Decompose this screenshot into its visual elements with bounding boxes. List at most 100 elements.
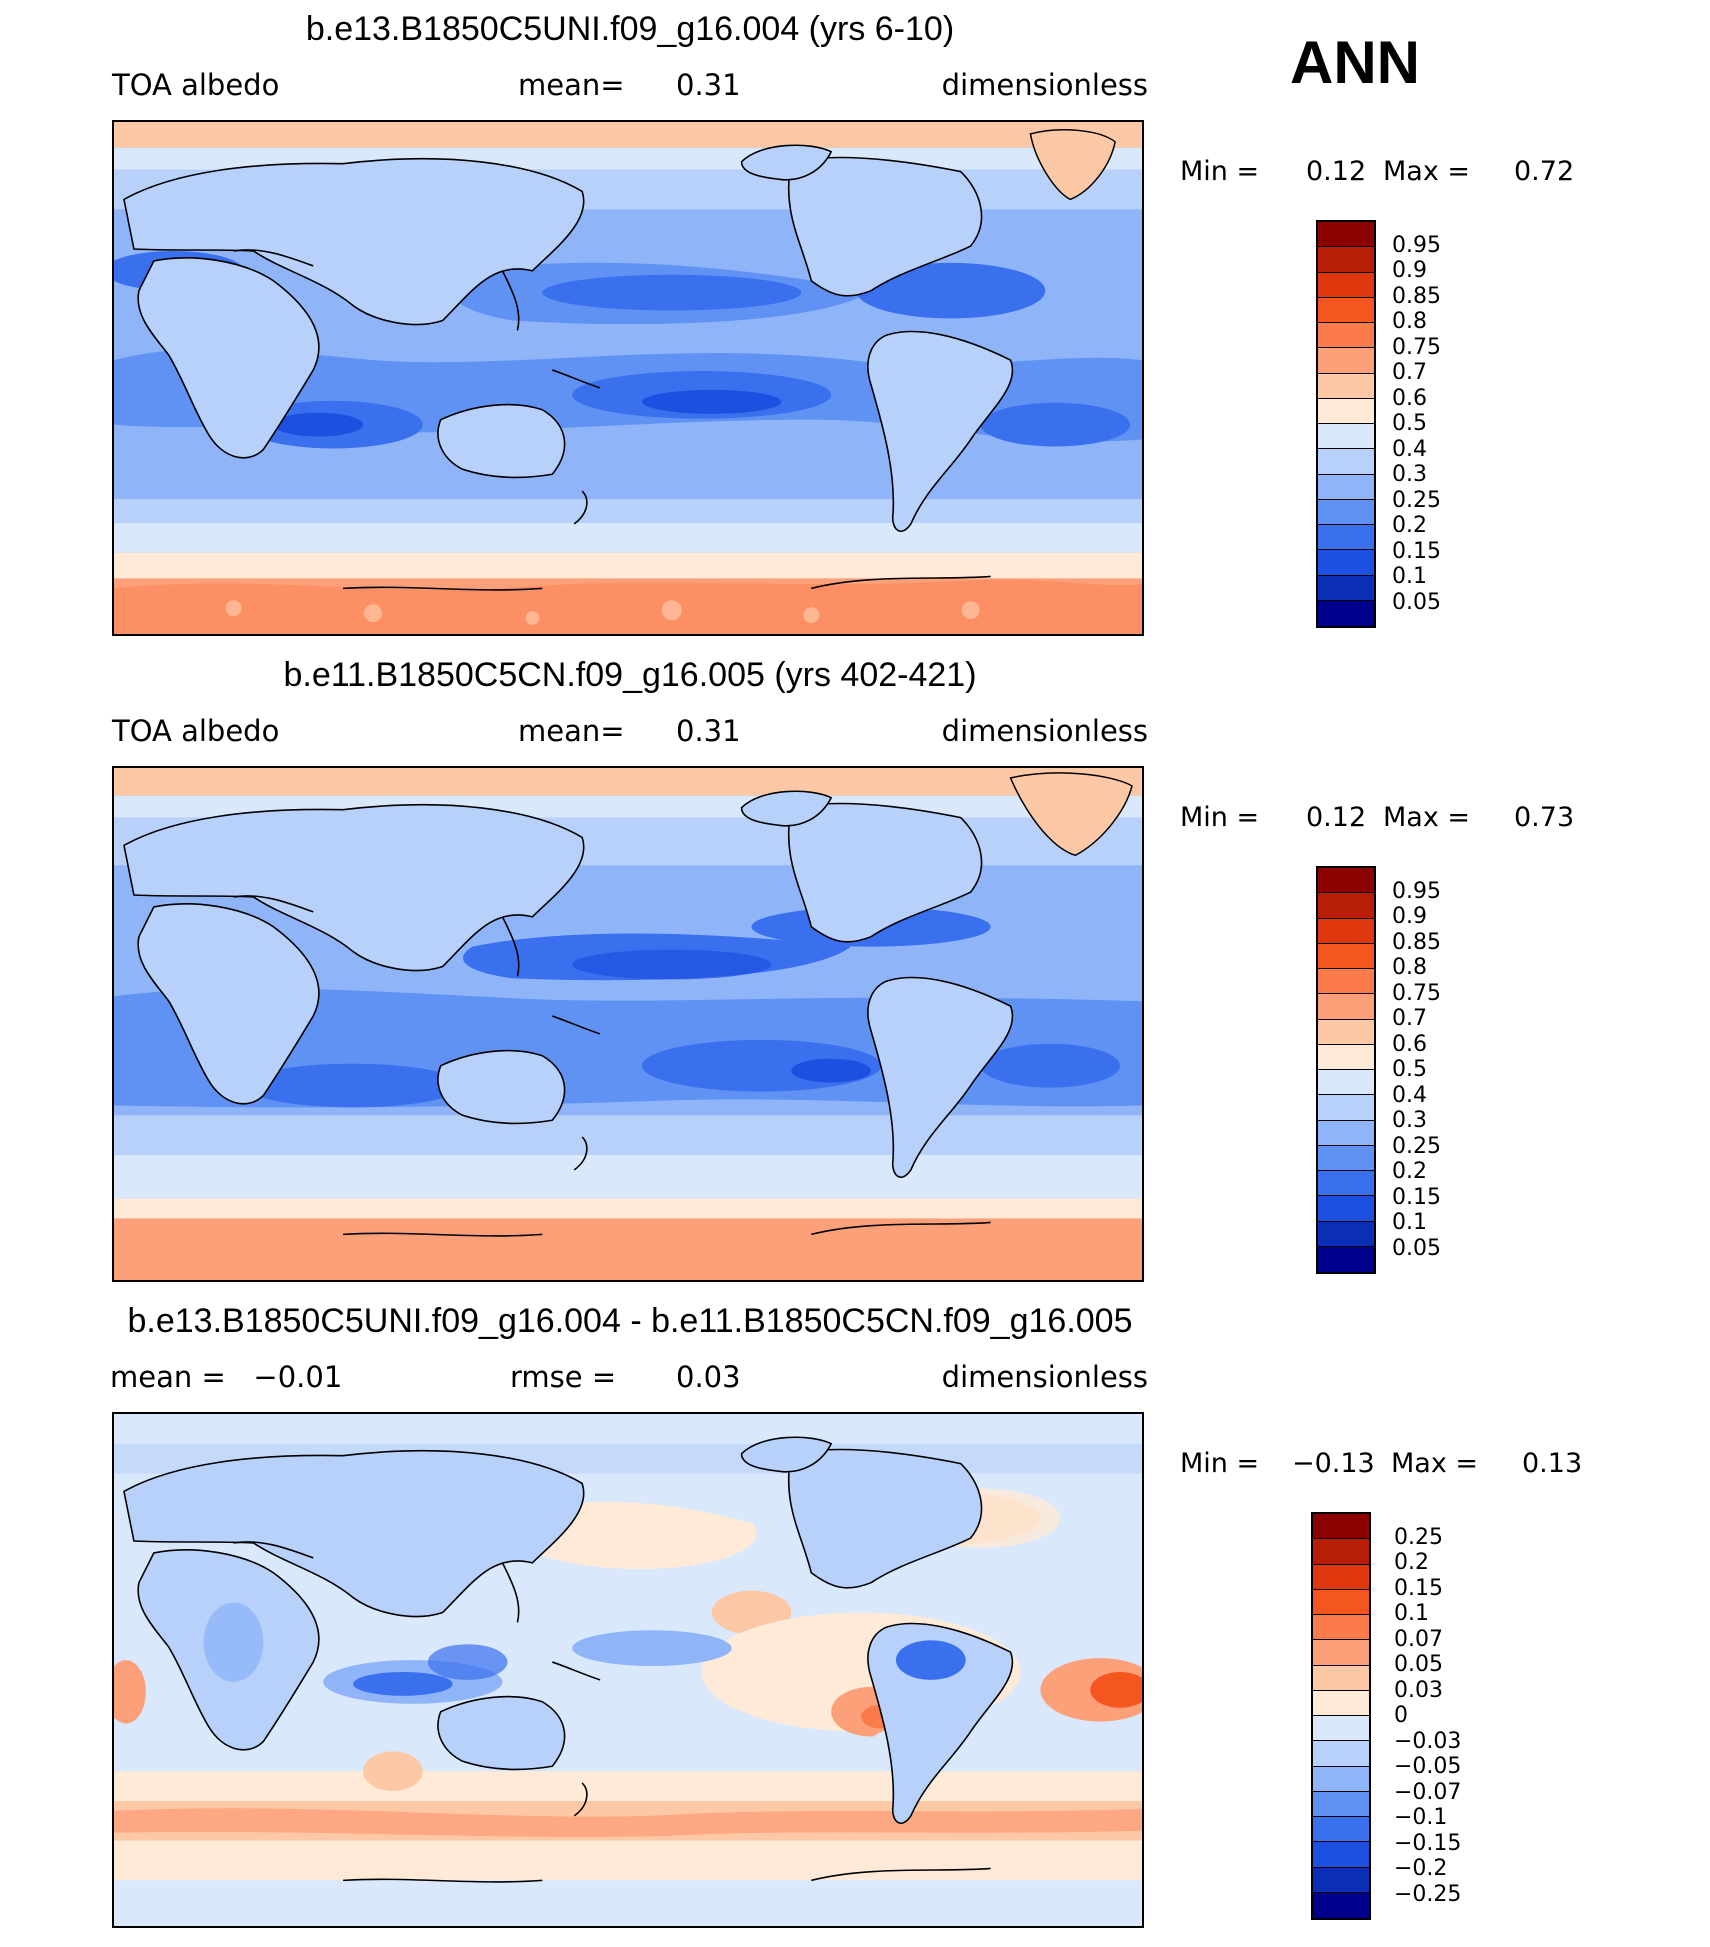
panel-3-map-graphic bbox=[114, 1414, 1142, 1926]
colorbar-swatch bbox=[1318, 1044, 1374, 1070]
colorbar-tick-label: 0.95 bbox=[1392, 878, 1441, 904]
colorbar-tick-label: 0.2 bbox=[1394, 1550, 1429, 1575]
panel-1-min-label: Min = bbox=[1180, 156, 1260, 187]
colorbar-tick-label: 0.03 bbox=[1394, 1677, 1443, 1703]
colorbar-swatch bbox=[1313, 1539, 1369, 1565]
panel-3-rmse-key: rmse = bbox=[510, 1360, 617, 1394]
colorbar-swatch bbox=[1313, 1791, 1369, 1817]
colorbar-tick-label: 0.15 bbox=[1392, 538, 1441, 564]
colorbar-tick-label: 0.9 bbox=[1392, 258, 1427, 283]
colorbar-tick-label: −0.07 bbox=[1394, 1779, 1462, 1805]
panel-1-variable-label: TOA albedo bbox=[112, 68, 280, 102]
colorbar-tick-label: −0.15 bbox=[1394, 1830, 1462, 1856]
colorbar-swatch bbox=[1318, 449, 1374, 475]
panel-3-max-value: 0.13 bbox=[1522, 1448, 1583, 1479]
colorbar-tick-label: 0.6 bbox=[1392, 1031, 1427, 1057]
colorbar-swatch bbox=[1318, 969, 1374, 995]
colorbar-tick-label: 0.1 bbox=[1394, 1601, 1429, 1626]
panel-1-mean-value: 0.31 bbox=[676, 68, 741, 102]
colorbar-tick-label: −0.25 bbox=[1394, 1881, 1462, 1907]
panel-3-title: b.e13.B1850C5UNI.f09_g16.004 - b.e11.B18… bbox=[127, 1302, 1133, 1340]
colorbar-swatch bbox=[1313, 1867, 1369, 1893]
colorbar-tick-label: 0.4 bbox=[1392, 436, 1427, 462]
colorbar-tick-label: 0.75 bbox=[1392, 980, 1441, 1006]
colorbar-swatch bbox=[1318, 575, 1374, 601]
panel-2-map bbox=[112, 766, 1144, 1282]
colorbar-swatch bbox=[1313, 1842, 1369, 1868]
colorbar-tick-label: 0.2 bbox=[1392, 1159, 1427, 1184]
colorbar-swatch bbox=[1318, 1019, 1374, 1045]
colorbar-swatch bbox=[1318, 272, 1374, 298]
colorbar-tick-label: 0.8 bbox=[1392, 309, 1427, 334]
panel-1-min-value: 0.12 bbox=[1306, 156, 1367, 187]
panel-3-min-label: Min = bbox=[1180, 1448, 1260, 1479]
colorbar-swatch bbox=[1318, 247, 1374, 273]
panel-3-rmse-value: 0.03 bbox=[676, 1360, 741, 1394]
colorbar-tick-label: −0.1 bbox=[1394, 1805, 1448, 1830]
colorbar-swatch bbox=[1318, 1120, 1374, 1146]
colorbar-tick-label: 0.25 bbox=[1394, 1524, 1443, 1550]
colorbar-swatch bbox=[1318, 893, 1374, 919]
colorbar-swatch bbox=[1318, 424, 1374, 450]
colorbar-tick-label: −0.2 bbox=[1394, 1856, 1448, 1881]
colorbar-swatch bbox=[1318, 994, 1374, 1020]
panel-1-max-value: 0.72 bbox=[1514, 156, 1575, 187]
colorbar-swatch bbox=[1318, 222, 1374, 248]
colorbar-swatch bbox=[1313, 1690, 1369, 1716]
colorbar-swatch bbox=[1313, 1741, 1369, 1767]
colorbar-tick-label: 0.95 bbox=[1392, 232, 1441, 258]
colorbar-swatch bbox=[1318, 525, 1374, 551]
panel-1-mean-key: mean= bbox=[518, 68, 625, 102]
panel-1-map bbox=[112, 120, 1144, 636]
panel-2-max-value: 0.73 bbox=[1514, 802, 1575, 833]
colorbar-tick-label: 0.3 bbox=[1392, 462, 1427, 487]
colorbar-swatch bbox=[1313, 1766, 1369, 1792]
colorbar-swatch bbox=[1313, 1589, 1369, 1615]
season-label: ANN bbox=[1290, 29, 1420, 96]
colorbar-tick-label: 0.85 bbox=[1392, 283, 1441, 309]
colorbar-tick-label: 0.15 bbox=[1394, 1575, 1443, 1601]
panel-2-min-value: 0.12 bbox=[1306, 802, 1367, 833]
colorbar-tick-label: 0.85 bbox=[1392, 929, 1441, 955]
colorbar-swatch bbox=[1318, 499, 1374, 525]
colorbar-swatch bbox=[1318, 348, 1374, 374]
panel-1-max-label: Max = bbox=[1383, 156, 1471, 187]
panel-2-map-graphic bbox=[114, 768, 1142, 1280]
colorbar-swatch bbox=[1318, 918, 1374, 944]
panel-3-colorbar bbox=[1311, 1512, 1371, 1920]
panel-3-units: dimensionless bbox=[941, 1360, 1148, 1394]
colorbar-swatch bbox=[1318, 474, 1374, 500]
panel-2-max-label: Max = bbox=[1383, 802, 1471, 833]
colorbar-swatch bbox=[1318, 373, 1374, 399]
colorbar-tick-label: 0.7 bbox=[1392, 1006, 1427, 1031]
colorbar-tick-label: 0.05 bbox=[1394, 1652, 1443, 1677]
colorbar-tick-label: 0.7 bbox=[1392, 360, 1427, 385]
colorbar-swatch bbox=[1318, 1221, 1374, 1247]
colorbar-tick-label: 0.25 bbox=[1392, 1133, 1441, 1159]
panel-3-min-value: −0.13 bbox=[1292, 1448, 1375, 1479]
panel-1-units: dimensionless bbox=[941, 68, 1148, 102]
panel-3-mean-label: mean = −0.01 bbox=[110, 1360, 343, 1394]
colorbar-tick-label: 0.5 bbox=[1392, 1057, 1427, 1082]
colorbar-tick-label: 0.4 bbox=[1392, 1082, 1427, 1108]
panel-2-mean-key: mean= bbox=[518, 714, 625, 748]
colorbar-swatch bbox=[1318, 1145, 1374, 1171]
colorbar-swatch bbox=[1318, 600, 1374, 626]
colorbar-tick-label: 0.8 bbox=[1392, 955, 1427, 980]
panel-2-title: b.e11.B1850C5CN.f09_g16.005 (yrs 402-421… bbox=[283, 656, 977, 694]
panel-1-title: b.e13.B1850C5UNI.f09_g16.004 (yrs 6-10) bbox=[305, 10, 955, 48]
colorbar-tick-label: 0.1 bbox=[1392, 1210, 1427, 1235]
colorbar-swatch bbox=[1313, 1665, 1369, 1691]
panel-1-colorbar bbox=[1316, 220, 1376, 628]
colorbar-swatch bbox=[1318, 297, 1374, 323]
colorbar-tick-label: 0.07 bbox=[1394, 1626, 1443, 1652]
panel-3-map bbox=[112, 1412, 1144, 1928]
colorbar-swatch bbox=[1318, 398, 1374, 424]
colorbar-tick-label: 0.3 bbox=[1392, 1108, 1427, 1133]
colorbar-swatch bbox=[1318, 1070, 1374, 1096]
colorbar-tick-label: 0.1 bbox=[1392, 564, 1427, 589]
panel-2-units: dimensionless bbox=[941, 714, 1148, 748]
panel-3-max-label: Max = bbox=[1391, 1448, 1479, 1479]
colorbar-tick-label: 0.9 bbox=[1392, 904, 1427, 929]
